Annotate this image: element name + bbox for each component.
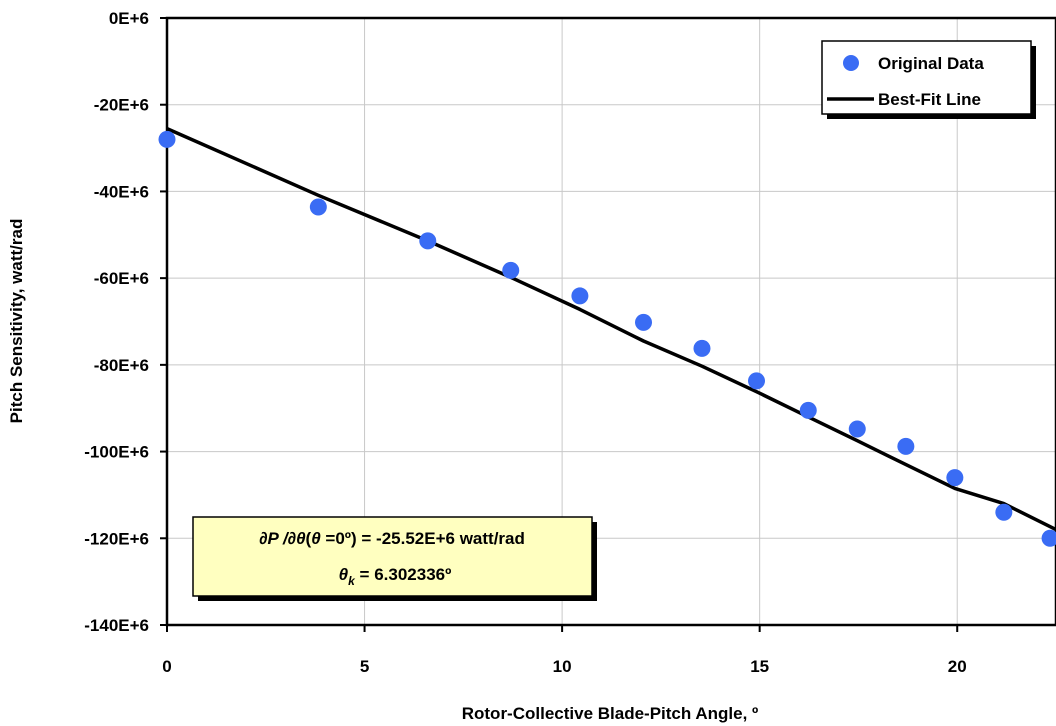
y-tick-label: -120E+6 — [84, 529, 149, 548]
data-point — [502, 261, 520, 279]
gridlines — [167, 18, 1056, 625]
legend: Original Data Best-Fit Line — [821, 40, 1036, 119]
series-layer — [158, 126, 1056, 547]
legend-box — [821, 40, 1032, 115]
data-point — [1041, 529, 1056, 547]
data-point — [897, 437, 915, 455]
annotation-intercept-text: =0º) = -25.52E+6 watt/rad — [321, 529, 525, 548]
annotation-theta-k: θ — [339, 565, 349, 584]
x-tick-label: 15 — [750, 657, 769, 676]
x-tick-label: 20 — [948, 657, 967, 676]
annotation-theta: θ — [311, 529, 321, 548]
y-tick-label: -60E+6 — [94, 269, 149, 288]
y-tick-label: -100E+6 — [84, 443, 149, 462]
best-fit-line — [166, 126, 1056, 532]
plot-area-frame — [165, 16, 1056, 627]
x-axis-title: Rotor-Collective Blade-Pitch Angle, º — [462, 704, 759, 723]
x-tick-label: 10 — [553, 657, 572, 676]
annotation-box — [192, 516, 593, 597]
annotation-derivative-symbol: ∂P /∂θ — [259, 529, 306, 548]
annotation-line-1: ∂P /∂θ(θ =0º) = -25.52E+6 watt/rad — [259, 529, 525, 548]
legend-marker-original-data — [843, 55, 859, 71]
data-point — [748, 372, 766, 390]
legend-label-original-data: Original Data — [878, 54, 984, 73]
data-point — [946, 469, 964, 487]
y-axis-ticks: 0E+6 -20E+6 -40E+6 -60E+6 -80E+6 -100E+6 -120E… — [84, 9, 167, 635]
y-tick-label: -20E+6 — [94, 96, 149, 115]
annotation-subscript-k: k — [348, 574, 356, 588]
data-point — [419, 232, 437, 250]
legend-label-best-fit-line: Best-Fit Line — [878, 90, 981, 109]
y-tick-label: -80E+6 — [94, 356, 149, 375]
y-tick-label: -140E+6 — [84, 616, 149, 635]
x-tick-label: 0 — [162, 657, 171, 676]
y-tick-label: -40E+6 — [94, 182, 149, 201]
data-point — [995, 503, 1013, 521]
y-tick-label: 0E+6 — [109, 9, 149, 28]
annotation: ∂P /∂θ(θ =0º) = -25.52E+6 watt/rad θk = … — [192, 516, 597, 601]
x-axis-ticks: 0 5 10 15 20 — [162, 625, 967, 676]
x-tick-label: 5 — [360, 657, 369, 676]
y-axis-title: Pitch Sensitivity, watt/rad — [7, 219, 26, 424]
annotation-line-2: θk = 6.302336º — [339, 565, 452, 588]
annotation-theta-k-value: = 6.302336º — [355, 565, 452, 584]
data-point — [158, 130, 176, 148]
data-point — [799, 401, 817, 419]
data-point — [693, 339, 711, 357]
annotation-paren: ( — [306, 529, 312, 548]
data-point — [848, 420, 866, 438]
data-point — [571, 287, 589, 305]
data-point — [635, 313, 653, 331]
data-point — [309, 198, 327, 216]
